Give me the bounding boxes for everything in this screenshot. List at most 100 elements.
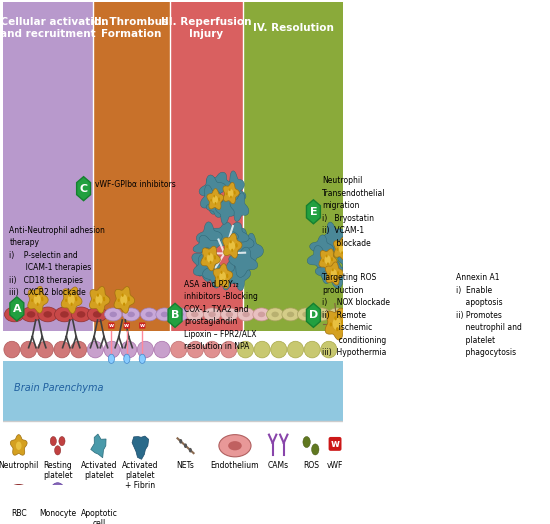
Ellipse shape (318, 312, 325, 317)
Circle shape (520, 206, 522, 209)
Text: A: A (13, 304, 21, 314)
Polygon shape (199, 175, 226, 204)
Polygon shape (114, 287, 135, 313)
Polygon shape (440, 303, 454, 328)
Circle shape (128, 298, 130, 301)
Circle shape (355, 250, 361, 260)
Ellipse shape (109, 312, 117, 317)
Circle shape (322, 259, 324, 262)
Polygon shape (536, 210, 550, 232)
Text: w: w (124, 323, 129, 328)
Text: Brain Parenchyma: Brain Parenchyma (14, 384, 104, 394)
Ellipse shape (13, 491, 24, 500)
Circle shape (342, 322, 344, 326)
Text: Annexin A1
i)  Enable
    apoptosis
ii) Promotes
    neutrophil and
    platelet: Annexin A1 i) Enable apoptosis ii) Promo… (455, 274, 521, 357)
Circle shape (230, 195, 232, 198)
Circle shape (303, 436, 310, 447)
Circle shape (332, 268, 334, 271)
Text: Anti-Neutrophil adhesion
therapy
i)    P-selectin and
       ICAM-1 therapies
ii: Anti-Neutrophil adhesion therapy i) P-se… (9, 226, 106, 297)
Polygon shape (91, 434, 106, 458)
Circle shape (210, 199, 212, 202)
Ellipse shape (37, 341, 53, 358)
Ellipse shape (176, 312, 184, 317)
Circle shape (483, 230, 492, 242)
Circle shape (93, 299, 95, 302)
Ellipse shape (156, 308, 173, 321)
Circle shape (35, 293, 37, 297)
Polygon shape (325, 308, 350, 340)
Ellipse shape (253, 308, 270, 321)
Circle shape (529, 204, 531, 208)
Circle shape (34, 294, 41, 305)
Circle shape (513, 245, 515, 247)
Ellipse shape (161, 312, 168, 317)
Ellipse shape (138, 341, 153, 358)
Polygon shape (192, 247, 215, 276)
Ellipse shape (271, 341, 287, 358)
Text: C: C (80, 183, 87, 194)
Polygon shape (202, 257, 228, 288)
Circle shape (50, 436, 57, 446)
Polygon shape (230, 193, 249, 222)
Circle shape (41, 297, 43, 300)
Polygon shape (193, 235, 220, 257)
Circle shape (482, 191, 494, 209)
Circle shape (184, 443, 187, 448)
Ellipse shape (238, 341, 254, 358)
Polygon shape (530, 222, 550, 247)
Polygon shape (218, 260, 239, 290)
Ellipse shape (4, 341, 20, 358)
Ellipse shape (271, 312, 279, 317)
Ellipse shape (38, 307, 58, 322)
Circle shape (98, 302, 101, 306)
Text: w: w (140, 323, 145, 328)
Ellipse shape (7, 485, 31, 507)
Circle shape (59, 436, 65, 446)
Polygon shape (206, 172, 233, 194)
Circle shape (218, 198, 220, 200)
Circle shape (328, 273, 331, 276)
Ellipse shape (140, 308, 158, 321)
Polygon shape (210, 222, 239, 246)
Ellipse shape (258, 312, 265, 317)
Ellipse shape (282, 308, 299, 321)
Circle shape (68, 294, 75, 305)
Ellipse shape (77, 311, 85, 318)
Ellipse shape (321, 341, 337, 358)
Ellipse shape (328, 308, 345, 321)
Circle shape (217, 276, 219, 279)
Text: Activated
platelet
+ Fibrin: Activated platelet + Fibrin (122, 461, 159, 490)
Text: Apoptotic
cell: Apoptotic cell (81, 509, 118, 524)
Ellipse shape (21, 307, 41, 322)
Circle shape (529, 206, 531, 209)
Circle shape (179, 439, 182, 444)
Ellipse shape (43, 311, 52, 318)
Ellipse shape (20, 341, 37, 358)
Polygon shape (319, 249, 337, 272)
Circle shape (214, 202, 216, 205)
Ellipse shape (10, 311, 19, 318)
Circle shape (108, 354, 114, 364)
Ellipse shape (243, 312, 250, 317)
Polygon shape (224, 171, 244, 202)
Ellipse shape (128, 312, 135, 317)
Text: w: w (331, 439, 339, 449)
Text: IV. Resolution: IV. Resolution (252, 23, 333, 32)
Circle shape (214, 256, 216, 259)
Polygon shape (168, 303, 182, 328)
Polygon shape (339, 241, 360, 264)
Ellipse shape (70, 341, 87, 358)
Circle shape (471, 203, 480, 216)
Polygon shape (223, 182, 239, 204)
Ellipse shape (186, 308, 204, 321)
Ellipse shape (104, 308, 122, 321)
Circle shape (208, 252, 210, 255)
Circle shape (231, 249, 233, 252)
Circle shape (120, 294, 127, 305)
Circle shape (470, 170, 482, 189)
Ellipse shape (204, 308, 221, 321)
Circle shape (226, 275, 228, 278)
Circle shape (228, 189, 233, 198)
Polygon shape (10, 434, 27, 455)
Circle shape (364, 254, 370, 263)
